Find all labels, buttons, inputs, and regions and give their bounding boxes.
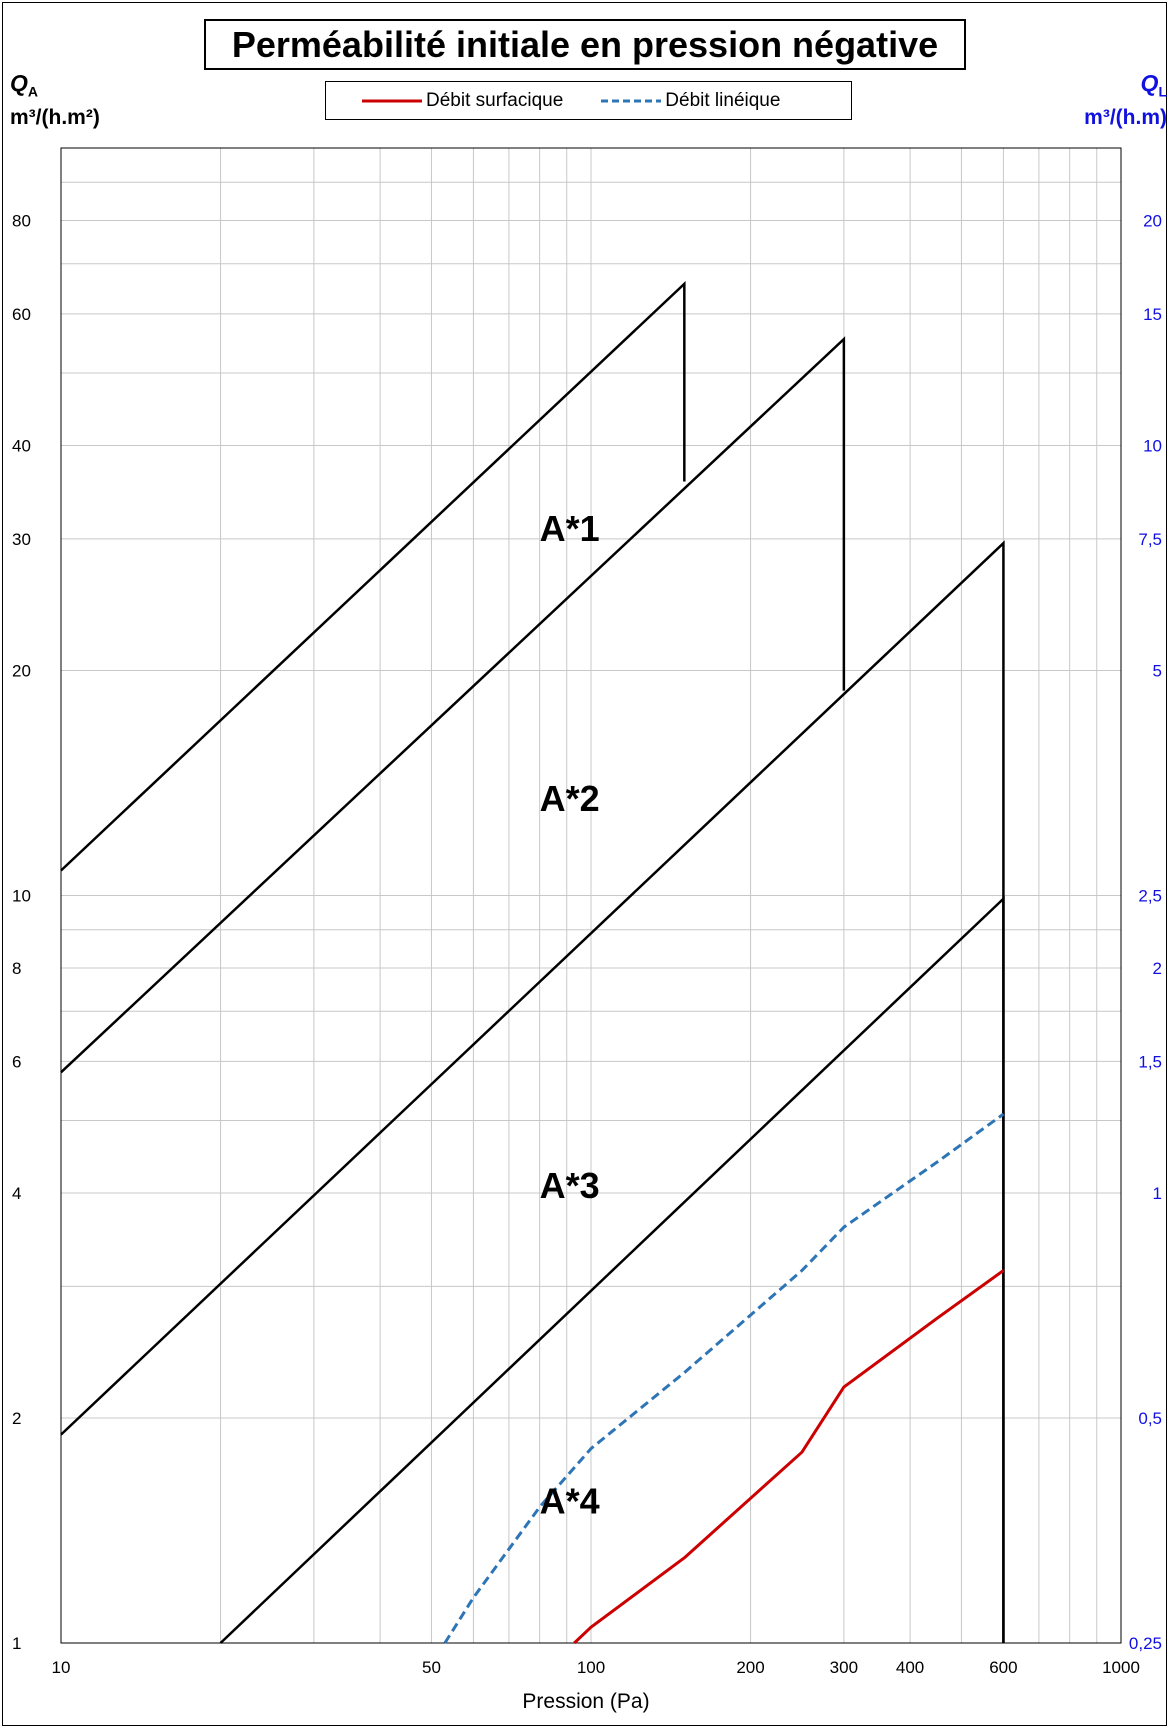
left-axis-title: QA m³/(h.m²) — [10, 70, 100, 131]
left-tick-label: 4 — [12, 1184, 21, 1203]
series-line-1 — [573, 1269, 1005, 1645]
tick-labels: 10 50 100 200 300 400 600 1000 1 2 4 6 8 10 20 30 40 60 80… — [12, 211, 1162, 1677]
class-label: A*2 — [540, 778, 600, 819]
right-tick-label: 15 — [1143, 305, 1162, 324]
x-tick-label: 200 — [736, 1658, 764, 1677]
x-tick-label: 300 — [830, 1658, 858, 1677]
right-tick-label: 2,5 — [1138, 887, 1162, 906]
x-tick-label: 400 — [896, 1658, 924, 1677]
legend-label-surfacique: Débit surfacique — [426, 89, 564, 111]
series-line-2 — [443, 1112, 1005, 1644]
legend-swatch-lineique — [601, 99, 662, 102]
left-axis-subscript: A — [27, 83, 39, 100]
left-tick-label: 10 — [12, 887, 31, 906]
class-label: A*3 — [540, 1165, 600, 1206]
legend: Débit surfacique Débit linéique — [325, 81, 852, 120]
right-axis-title: QL m³/(h.m) — [1084, 70, 1167, 131]
left-tick-label: 30 — [12, 530, 31, 549]
data-series — [443, 1112, 1005, 1645]
left-tick-label: 80 — [12, 211, 31, 230]
class-boundaries — [60, 280, 1005, 1644]
left-tick-label: 60 — [12, 305, 31, 324]
left-tick-label: 6 — [12, 1052, 21, 1071]
legend-item-surfacique: Débit surfacique — [362, 90, 563, 112]
chart-title: Perméabilité initiale en pression négati… — [204, 19, 966, 70]
right-tick-label: 1,5 — [1138, 1052, 1162, 1071]
legend-swatch-surfacique — [362, 99, 422, 102]
left-tick-label: 40 — [12, 436, 31, 455]
left-tick-label: 20 — [12, 661, 31, 680]
left-tick-label: 8 — [12, 959, 21, 978]
right-tick-label: 0,25 — [1129, 1634, 1162, 1653]
class-boundary-2 — [60, 336, 846, 1074]
class-boundary-4 — [219, 895, 1005, 1644]
left-tick-label: 1 — [12, 1634, 21, 1653]
class-boundary-3 — [60, 540, 1005, 1643]
x-tick-label: 100 — [577, 1658, 605, 1677]
right-tick-label: 0,5 — [1138, 1409, 1162, 1428]
x-axis-label: Pression (Pa) — [522, 1690, 649, 1713]
right-tick-label: 7,5 — [1138, 530, 1162, 549]
x-tick-label: 600 — [989, 1658, 1017, 1677]
right-tick-label: 2 — [1153, 959, 1162, 978]
class-label: A*1 — [540, 508, 600, 549]
x-tick-label: 50 — [422, 1658, 441, 1677]
left-axis-symbol: Q — [10, 70, 28, 96]
right-tick-label: 5 — [1153, 661, 1162, 680]
legend-item-lineique: Débit linéique — [601, 90, 780, 112]
gridlines — [61, 148, 1121, 1643]
plot-area-border — [60, 147, 1122, 1644]
right-tick-label: 20 — [1143, 211, 1162, 230]
right-tick-label: 10 — [1143, 436, 1162, 455]
right-axis-subscript: L — [1158, 83, 1167, 100]
class-boundary-1 — [60, 280, 686, 872]
right-axis-symbol: Q — [1140, 70, 1159, 96]
x-tick-label: 1000 — [1102, 1658, 1140, 1677]
right-axis-unit: m³/(h.m) — [1084, 105, 1167, 129]
class-labels: A*1 A*2 A*3 A*4 — [540, 508, 600, 1522]
left-axis-unit: m³/(h.m²) — [10, 105, 100, 129]
right-tick-label: 1 — [1153, 1184, 1162, 1203]
legend-label-lineique: Débit linéique — [665, 89, 781, 111]
class-label: A*4 — [540, 1481, 600, 1522]
left-tick-label: 2 — [12, 1409, 21, 1428]
x-tick-label: 10 — [52, 1658, 71, 1677]
